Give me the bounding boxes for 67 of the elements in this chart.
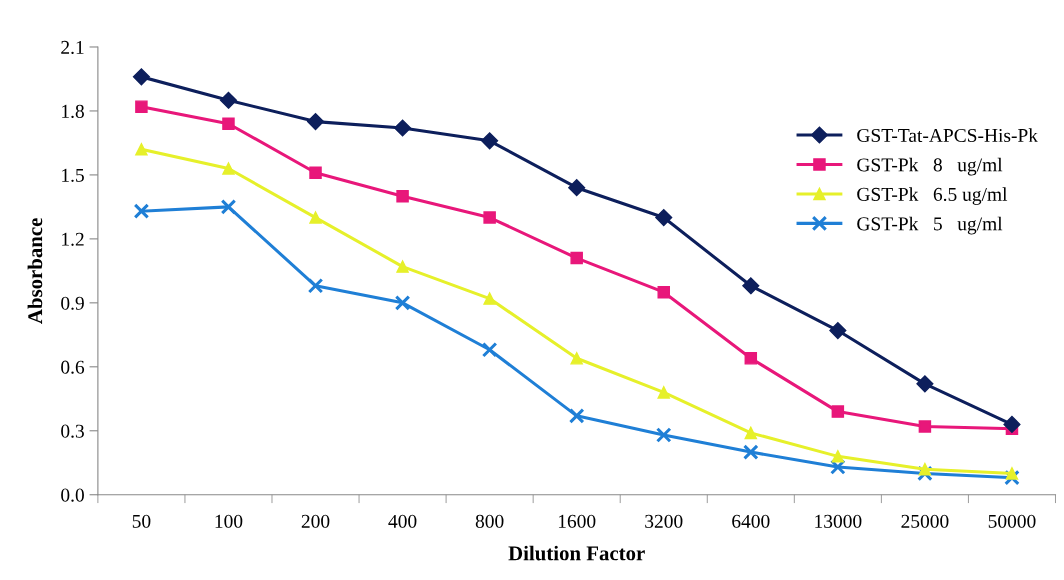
point	[219, 91, 238, 109]
legend-label: GST-Pk 6.5 ug/ml	[857, 187, 1008, 205]
point	[744, 426, 758, 440]
point	[220, 199, 237, 215]
point	[222, 162, 235, 175]
point	[1005, 467, 1019, 480]
point	[570, 251, 583, 265]
point	[222, 117, 235, 130]
point	[831, 450, 845, 463]
x-tick-label: 1600	[558, 514, 596, 528]
x-tick-label: 6400	[732, 514, 770, 528]
point	[830, 459, 846, 475]
point	[918, 420, 932, 433]
point	[744, 352, 758, 365]
point	[396, 189, 409, 203]
point	[918, 462, 932, 476]
x-axis-title: Dilution Factor	[508, 545, 645, 561]
point	[132, 68, 150, 86]
legend-label: GST-Tat-APCS-His-Pk	[857, 128, 1038, 143]
x-tick-label: 3200	[645, 514, 683, 528]
y-tick-label: 0.6	[61, 360, 85, 374]
point	[396, 260, 409, 273]
point	[742, 277, 760, 295]
legend-label: GST-Pk 8 ug/ml	[857, 157, 1003, 176]
point	[743, 444, 759, 460]
x-tick-label: 25000	[901, 514, 949, 528]
y-tick-label: 1.2	[62, 232, 84, 246]
point	[568, 179, 586, 197]
point	[829, 322, 847, 340]
x-tick-label: 800	[475, 514, 504, 528]
y-tick-label: 1.8	[62, 104, 84, 118]
point	[481, 341, 498, 358]
point	[394, 295, 411, 311]
y-axis-title: Absorbance	[27, 218, 43, 324]
point	[133, 203, 150, 219]
point	[916, 375, 934, 393]
point	[831, 405, 845, 418]
point	[309, 166, 322, 180]
y-tick-label: 0.0	[61, 488, 84, 502]
point	[307, 278, 324, 294]
y-tick-label: 0.3	[61, 424, 84, 438]
point	[306, 113, 325, 131]
point	[394, 119, 412, 137]
point	[483, 292, 496, 305]
x-tick-label: 50	[132, 514, 151, 528]
y-tick-label: 1.5	[62, 168, 84, 182]
x-tick-label: 100	[215, 514, 243, 528]
point	[1004, 469, 1020, 486]
point	[655, 427, 672, 443]
point	[570, 352, 583, 365]
x-tick-label: 50000	[988, 514, 1036, 528]
point	[568, 408, 585, 424]
point	[1003, 415, 1021, 433]
point	[309, 211, 322, 224]
point	[657, 285, 670, 299]
point	[135, 143, 148, 156]
y-tick-label: 2.1	[61, 40, 84, 54]
y-tick-label: 0.9	[61, 296, 84, 310]
x-tick-label: 13000	[815, 514, 862, 528]
point	[655, 209, 673, 227]
legend-label: GST-Pk 5 ug/ml	[857, 216, 1003, 235]
point	[135, 100, 148, 113]
x-tick-label: 400	[388, 514, 417, 528]
point	[657, 386, 670, 399]
x-tick-label: 200	[301, 514, 330, 528]
point	[483, 211, 496, 224]
point	[481, 132, 499, 150]
